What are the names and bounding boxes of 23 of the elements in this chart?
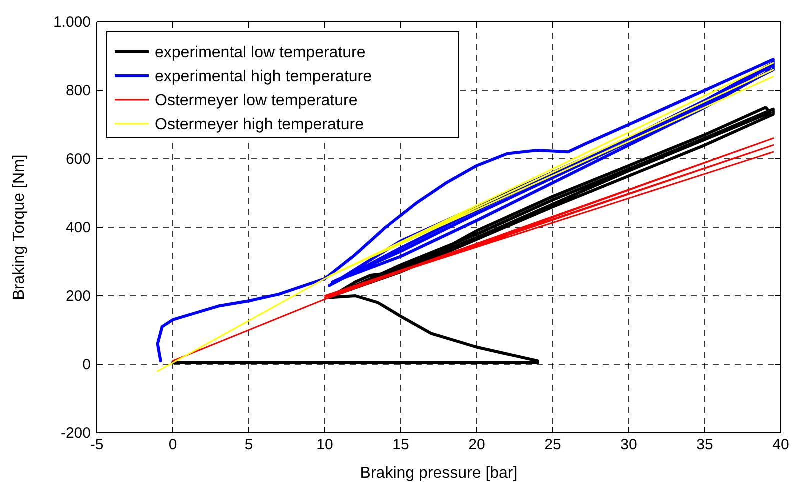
y-axis-title: Braking Torque [Nm] bbox=[11, 154, 28, 300]
x-tick-label: 10 bbox=[316, 436, 334, 454]
x-tick-label: 35 bbox=[696, 436, 714, 454]
x-tick-label: 0 bbox=[168, 436, 178, 454]
x-axis-title: Braking pressure [bar] bbox=[360, 465, 518, 482]
y-tick-label: 200 bbox=[66, 288, 91, 305]
x-tick-label: 15 bbox=[392, 436, 410, 454]
legend-label: Ostermeyer high temperature bbox=[155, 116, 364, 134]
y-tick-label: 0 bbox=[82, 356, 91, 374]
y-tick-label: 1.000 bbox=[53, 14, 91, 31]
y-tick-label: 800 bbox=[66, 82, 91, 100]
x-tick-label: -5 bbox=[90, 436, 104, 454]
x-tick-label: 5 bbox=[244, 436, 254, 454]
x-tick-label: 25 bbox=[544, 436, 562, 454]
legend-label: Ostermeyer low temperature bbox=[155, 92, 358, 110]
y-tick-label: 600 bbox=[66, 150, 91, 168]
legend-label: experimental low temperature bbox=[155, 44, 366, 62]
x-tick-label: 40 bbox=[772, 436, 790, 454]
x-tick-label: 30 bbox=[620, 436, 638, 454]
legend-label: experimental high temperature bbox=[155, 68, 372, 86]
y-tick-label: 400 bbox=[66, 219, 91, 236]
x-tick-label: 20 bbox=[468, 436, 486, 454]
y-tick-label: -200 bbox=[60, 424, 91, 442]
